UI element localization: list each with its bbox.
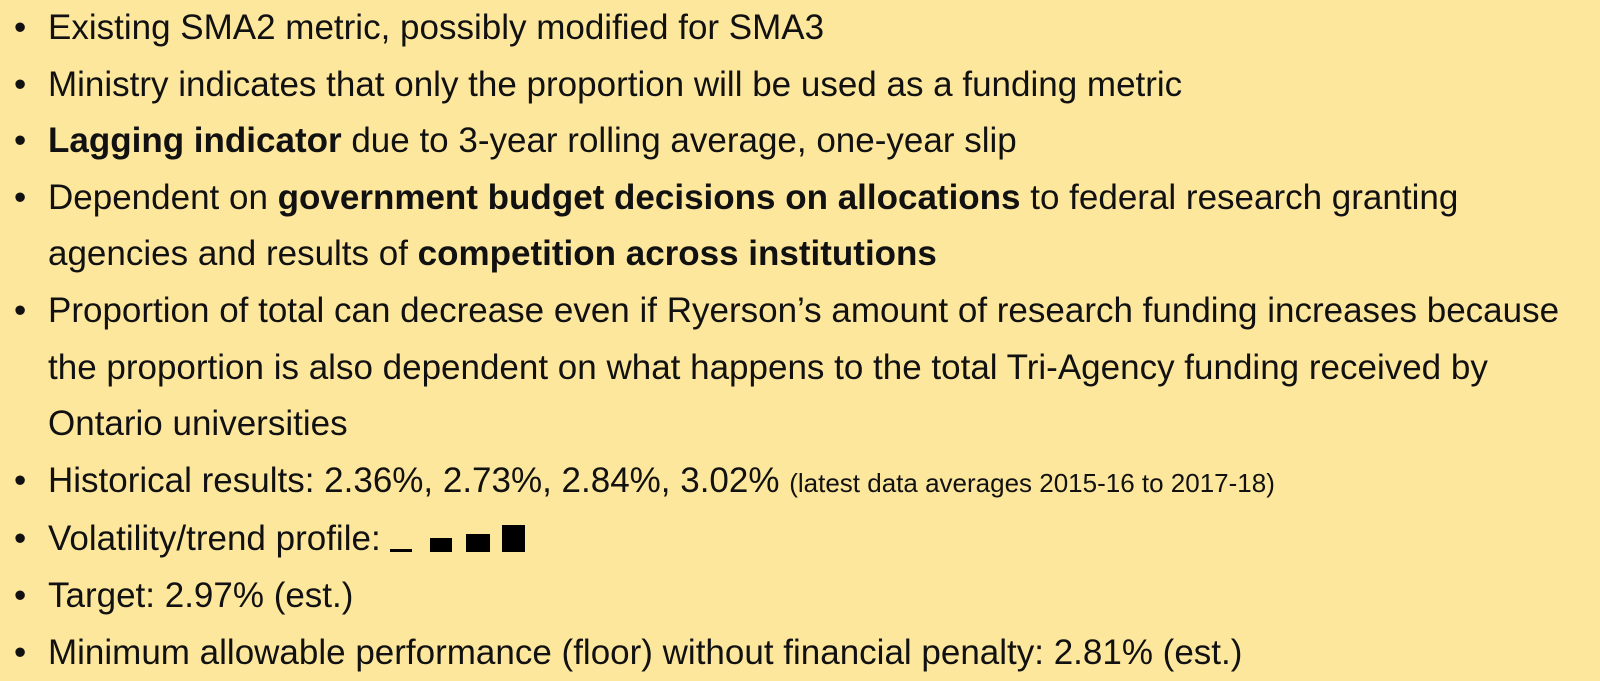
trend-glyph — [430, 538, 453, 553]
text: due to 3-year rolling average, one-year … — [341, 121, 1017, 161]
bold-text: government budget decisions on allocatio… — [277, 177, 1021, 217]
text: Minimum allowable performance (floor) wi… — [48, 632, 1243, 672]
trend-glyph — [390, 549, 413, 553]
bullet: Lagging indicator due to 3-year rolling … — [14, 113, 1578, 170]
bullet: Historical results: 2.36%, 2.73%, 2.84%,… — [14, 453, 1578, 512]
bold-text: Lagging indicator — [48, 121, 342, 161]
bullet: Target: 2.97% (est.) — [14, 568, 1578, 625]
text: Proportion of total can decrease even if… — [48, 290, 1560, 444]
note-text: (latest data averages 2015-16 to 2017-18… — [789, 467, 1275, 498]
bullet: Dependent on government budget decisions… — [14, 170, 1578, 283]
bullet: Existing SMA2 metric, possibly modified … — [14, 0, 1578, 57]
trend-icon — [390, 525, 526, 553]
trend-glyph — [466, 534, 491, 553]
text: Historical results: 2.36%, 2.73%, 2.84%,… — [48, 460, 790, 500]
bullet: Volatility/trend profile: — [14, 511, 1578, 568]
text: Ministry indicates that only the proport… — [48, 64, 1183, 104]
text: to federal research granting agencies an… — [48, 177, 1459, 274]
bullet: Minimum allowable performance (floor) wi… — [14, 625, 1578, 681]
text: Volatility/trend profile: — [48, 519, 391, 559]
text: Existing SMA2 metric, possibly modified … — [48, 8, 825, 47]
bold-text: competition across institutions — [417, 234, 937, 274]
bullet: Ministry indicates that only the proport… — [14, 57, 1578, 114]
trend-glyph — [502, 525, 526, 553]
bullet: Proportion of total can decrease even if… — [14, 283, 1578, 453]
text: Target: 2.97% (est.) — [48, 575, 354, 615]
text: Dependent on — [48, 177, 278, 217]
